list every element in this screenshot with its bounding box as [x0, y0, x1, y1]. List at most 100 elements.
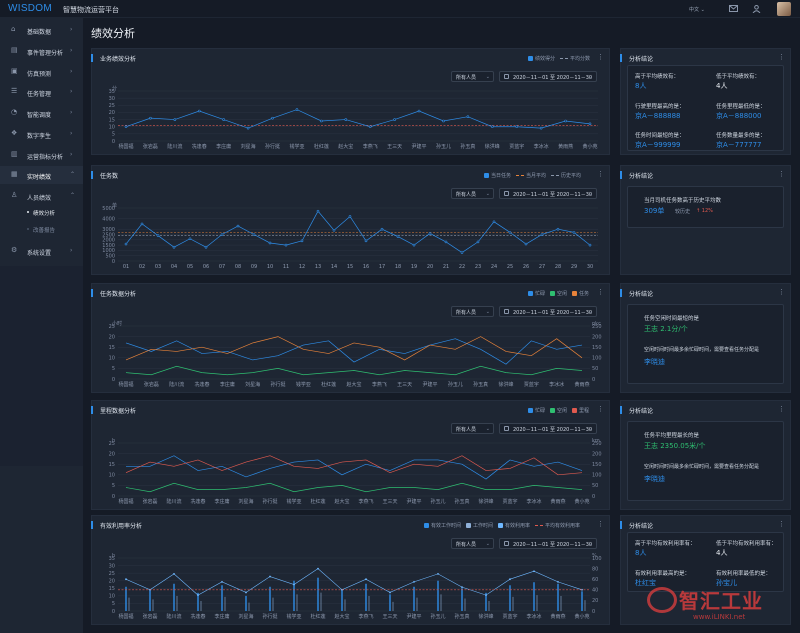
- conclusion-card: 高于平均有效利用率有： 8人 低于平均有效利用率有： 4人 有效利用率最高的是： 杜红宝 有…: [627, 532, 784, 592]
- sidebar-item-home[interactable]: ⌂ 基础数据 ›: [0, 21, 83, 39]
- x-tick-label: 王三天: [382, 499, 397, 505]
- sidebar-item-twin[interactable]: ❖ 数字孪生 ›: [0, 125, 83, 143]
- more-icon[interactable]: ⋮: [597, 520, 604, 528]
- data-point: [368, 125, 372, 129]
- language-select[interactable]: 中文 ⌄: [689, 6, 705, 13]
- x-tick-label: 张岩磊: [142, 498, 157, 505]
- legend-item[interactable]: 任务: [567, 291, 589, 297]
- chevron-right-icon: ›: [70, 26, 73, 33]
- more-icon[interactable]: ⋮: [597, 170, 604, 178]
- more-icon[interactable]: ⋮: [597, 288, 604, 296]
- legend-item[interactable]: 当月平均: [511, 173, 546, 179]
- data-point: [460, 251, 464, 254]
- sidebar-subitem[interactable]: 绩效分析: [0, 206, 83, 218]
- x-tick-label: 尹建平: [406, 498, 421, 505]
- person-select[interactable]: 所有人员 ⌄: [451, 423, 494, 434]
- date-range-picker[interactable]: 2020－11－01 至 2020－11－30 ⌄: [499, 71, 597, 82]
- sidebar-subitem[interactable]: 改善报告: [0, 223, 83, 235]
- date-range-picker[interactable]: 2020－11－01 至 2020－11－30 ⌄: [499, 188, 597, 199]
- chevron-up-icon: ⌃: [70, 192, 76, 199]
- panel-title: 有效利用率分析: [100, 523, 143, 530]
- person-select-value: 所有人员: [456, 310, 477, 316]
- date-range-picker[interactable]: 2020－11－01 至 2020－11－30 ⌄: [499, 423, 597, 434]
- x-tick-label: 杜红莲: [310, 498, 325, 505]
- more-icon[interactable]: ⋮: [778, 170, 785, 178]
- sidebar-item-label: 智能调度: [27, 112, 52, 119]
- panel-accent: [620, 406, 622, 414]
- sidebar-item-label: 任务管理: [27, 91, 52, 98]
- y-tick-label: 4000: [102, 216, 115, 222]
- chart-legend: 忙碌 空闲 里程: [523, 407, 589, 414]
- x-tick-label: 28: [555, 264, 561, 270]
- sidebar-item-dispatch[interactable]: ◔ 智能调度 ›: [0, 104, 83, 122]
- sidebar-item-person[interactable]: ♙ 人员绩效 ⌃: [0, 187, 83, 205]
- date-range-value: 2020－11－01 至 2020－11－30: [513, 427, 593, 433]
- data-point: [393, 118, 396, 121]
- conclusion-key: 空闲时间时间最多余忙碌时间，需要查看任务分配是: [644, 464, 760, 470]
- legend-swatch: [572, 408, 578, 413]
- legend-item[interactable]: 平均有效利用率: [530, 523, 580, 529]
- y-tick-label: 20: [109, 579, 115, 585]
- sidebar-item-gear[interactable]: ⚙ 系统设置 ›: [0, 242, 83, 260]
- series-line: [125, 455, 583, 476]
- conclusion-value: 王志 2.1分/个: [644, 325, 688, 333]
- sidebar-item-grid[interactable]: ▦ 实时绩效 ⌃: [0, 166, 83, 184]
- legend-item[interactable]: 绩效得分: [523, 56, 555, 62]
- avatar[interactable]: [777, 2, 791, 16]
- data-point: [380, 227, 384, 231]
- more-icon[interactable]: ⋮: [778, 53, 785, 61]
- more-icon[interactable]: ⋮: [597, 53, 604, 61]
- series-line: [125, 336, 583, 361]
- legend-item[interactable]: 忙碌: [523, 408, 545, 414]
- legend-swatch: [498, 523, 504, 528]
- y2-tick-label: 0: [592, 609, 595, 615]
- chevron-right-icon: ›: [70, 47, 73, 54]
- sidebar-item-task[interactable]: ☰ 任务管理 ›: [0, 83, 83, 101]
- panel-accent: [91, 289, 93, 297]
- chart-panel: 里程数据分析 忙碌 空闲 里程 ⋮ 所有人员 ⌄ 2020－11－01 至 2020－11－3…: [91, 400, 610, 510]
- date-range-picker[interactable]: 2020－11－01 至 2020－11－30 ⌄: [499, 306, 597, 317]
- more-icon[interactable]: ⋮: [778, 288, 785, 296]
- legend-swatch: [528, 408, 533, 413]
- x-tick-label: 21: [443, 264, 449, 270]
- conclusion-value: 8人: [635, 82, 647, 90]
- date-range-picker[interactable]: 2020－11－01 至 2020－11－30 ⌄: [499, 538, 597, 549]
- legend-label: 里程: [579, 408, 590, 414]
- sidebar: ⌂ 基础数据 › ▤ 事件管理分析 › ▣ 仿真预测 › ☰ 任务管理 › ◔ 智能调度 › ❖ 数字孪生 › ▥ 运…: [0, 18, 83, 633]
- sidebar-item-simulation[interactable]: ▣ 仿真预测 ›: [0, 63, 83, 81]
- person-select[interactable]: 所有人员 ⌄: [451, 71, 494, 82]
- panel-title: 任务数: [100, 173, 119, 180]
- user-icon[interactable]: [752, 5, 761, 14]
- legend-item[interactable]: 平均分数: [555, 56, 590, 62]
- sidebar-item-indicator[interactable]: ▥ 运营指标分析 ›: [0, 146, 83, 164]
- legend-item[interactable]: 空闲: [545, 408, 567, 414]
- data-point: [444, 240, 448, 244]
- legend-item[interactable]: 里程: [567, 408, 589, 414]
- panel-accent: [620, 289, 622, 297]
- bullet-dot: [27, 228, 29, 230]
- legend-item[interactable]: 空闲: [545, 291, 567, 297]
- more-icon[interactable]: ⋮: [778, 520, 785, 528]
- panel-title: 里程数据分析: [100, 408, 137, 415]
- legend-item[interactable]: 有效工作时间: [419, 523, 461, 529]
- legend-item[interactable]: 忙碌: [523, 291, 545, 297]
- sidebar-item-event[interactable]: ▤ 事件管理分析 ›: [0, 42, 83, 60]
- conclusion-key: 任务平均里程最长的是: [644, 433, 700, 439]
- person-select[interactable]: 所有人员 ⌄: [451, 538, 494, 549]
- data-point: [533, 570, 535, 573]
- person-select[interactable]: 所有人员 ⌄: [451, 306, 494, 317]
- more-icon[interactable]: ⋮: [778, 405, 785, 413]
- person-select[interactable]: 所有人员 ⌄: [451, 188, 494, 199]
- watermark: 智汇工业 www.iLINKI.net: [645, 583, 795, 631]
- mail-icon[interactable]: [729, 5, 738, 12]
- legend-item[interactable]: 历史平均: [546, 173, 581, 179]
- panel-title: 分析结论: [629, 173, 654, 180]
- more-icon[interactable]: ⋮: [597, 405, 604, 413]
- x-tick-label: 陆川流: [166, 613, 181, 620]
- legend-item[interactable]: 有效利用率: [493, 523, 530, 529]
- trend-value: ↑ 12%: [696, 208, 713, 214]
- legend-item[interactable]: 当日任务: [479, 173, 511, 179]
- data-point: [491, 125, 494, 129]
- legend-item[interactable]: 工作时间: [461, 523, 493, 529]
